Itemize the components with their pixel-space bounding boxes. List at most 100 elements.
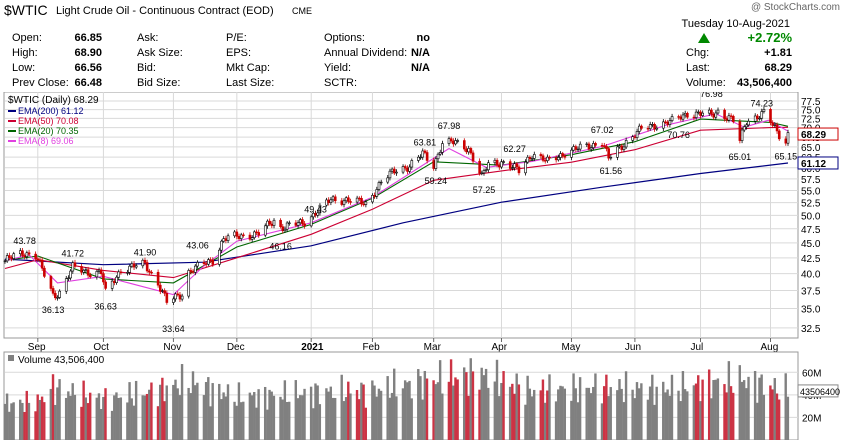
candle-body [12, 253, 16, 259]
volume-bar [187, 387, 190, 440]
candle-body [454, 140, 457, 145]
field-label: Ask: [137, 32, 158, 44]
candle-body [543, 160, 547, 162]
volume-bar [104, 388, 107, 440]
candle-body [578, 143, 582, 150]
volume-bar [784, 373, 787, 440]
candle-body [49, 276, 53, 289]
volume-bar [239, 402, 243, 440]
candle-body [395, 171, 398, 174]
volume-bar [679, 401, 682, 440]
candle-body [515, 163, 519, 168]
candle-body [102, 273, 105, 283]
candle-body [554, 157, 558, 161]
volume-bar [515, 373, 518, 440]
candle-body [248, 234, 252, 240]
candle-body [456, 140, 460, 142]
candle-body [95, 271, 99, 278]
candle-body [239, 234, 243, 239]
volume-bar [134, 380, 138, 440]
candle-body [263, 225, 267, 236]
time-tick-label: Aug [761, 342, 779, 353]
volume-bar [266, 409, 269, 440]
volume-bar [235, 405, 238, 440]
field-label: Mkt Cap: [226, 62, 270, 74]
volume-bar [54, 404, 57, 440]
volume-bar [58, 379, 61, 440]
axis-tag-value: 61.12 [801, 159, 826, 170]
candle-body [594, 143, 597, 146]
volume-bar [497, 396, 501, 440]
candle-body [364, 201, 368, 205]
volume-bar [465, 372, 468, 440]
volume-bar [340, 374, 343, 440]
volume-bar [395, 396, 398, 440]
volume-bar [84, 397, 88, 440]
candle-body [104, 281, 107, 289]
candle-body [574, 146, 578, 150]
candle-body [607, 148, 610, 159]
candle-body [758, 117, 761, 120]
volume-bar [99, 409, 103, 440]
candle-body [732, 115, 735, 122]
volume-bar [242, 401, 245, 440]
candle-body [3, 260, 7, 263]
candle-body [438, 152, 442, 155]
instrument-name: Light Crude Oil - Continuous Contract (E… [56, 5, 274, 17]
volume-bar [349, 393, 352, 440]
candle-body [725, 118, 729, 121]
candle-body [56, 297, 59, 299]
candle-body [377, 182, 381, 190]
volume-bar [609, 387, 612, 440]
volume-bar [482, 375, 486, 440]
volume-bar [5, 393, 9, 440]
volume-bar [572, 373, 575, 440]
volume-bar [664, 392, 667, 440]
volume-bar [283, 380, 287, 440]
field-value: no [417, 32, 431, 44]
volume-bar [732, 392, 735, 440]
volume-bar [38, 399, 42, 440]
volume-bar [3, 403, 7, 440]
volume-bar [541, 379, 545, 440]
candle-body [714, 112, 718, 118]
candle-body [497, 164, 501, 168]
price-label: 41.90 [134, 248, 157, 258]
candle-body [539, 154, 543, 157]
candle-body [563, 155, 567, 158]
candle-body [646, 128, 650, 130]
candle-body [5, 255, 9, 262]
price-label: 61.56 [600, 166, 623, 176]
volume-bar [646, 399, 650, 440]
candle-body [255, 231, 258, 233]
ema50-line [4, 126, 789, 279]
volume-bar [681, 371, 685, 440]
candle-body [99, 269, 103, 274]
candle-body [226, 235, 230, 241]
ema200-line [4, 162, 789, 266]
candle-body [172, 298, 175, 303]
candle-body [266, 220, 269, 227]
volume-bar [729, 386, 733, 440]
price-tick-label: 32.5 [801, 324, 821, 335]
volume-bar [694, 383, 698, 440]
volume-bar [329, 386, 332, 440]
volume-bar [777, 399, 781, 440]
candle-body [729, 115, 733, 117]
candle-body [161, 290, 164, 292]
volume-bar [224, 396, 228, 440]
volume-bar [209, 406, 212, 440]
volume-bar [314, 383, 317, 440]
candle-body [432, 160, 435, 169]
volume-bar [158, 384, 162, 440]
field-label: Prev Close: [12, 77, 69, 89]
volume-bar [379, 390, 383, 440]
candle-body [207, 259, 210, 265]
volume-title: Volume 43,506,400 [18, 355, 105, 366]
volume-bar [150, 382, 153, 440]
candle-body [202, 262, 206, 264]
volume-bar [189, 393, 193, 440]
candle-body [362, 203, 365, 206]
volume-bar [233, 401, 236, 440]
candle-body [408, 166, 411, 172]
